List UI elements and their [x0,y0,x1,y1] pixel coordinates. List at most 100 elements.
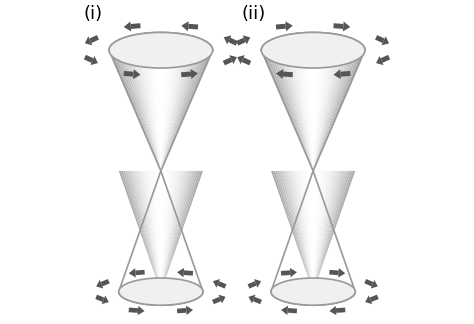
Polygon shape [276,24,286,29]
PathPatch shape [313,171,338,292]
PathPatch shape [298,50,313,171]
PathPatch shape [307,171,313,292]
PathPatch shape [161,171,203,292]
PathPatch shape [146,171,161,292]
Polygon shape [242,57,251,65]
PathPatch shape [277,50,313,171]
PathPatch shape [161,50,208,171]
PathPatch shape [155,171,161,292]
Polygon shape [343,21,350,31]
Polygon shape [253,297,262,304]
Ellipse shape [271,278,355,305]
PathPatch shape [134,171,161,292]
Polygon shape [382,36,389,45]
PathPatch shape [313,50,324,171]
Polygon shape [124,21,131,31]
Text: (i): (i) [83,5,102,23]
PathPatch shape [272,50,313,171]
PathPatch shape [313,50,331,171]
Polygon shape [135,270,145,275]
PathPatch shape [127,50,161,171]
PathPatch shape [148,171,161,292]
PathPatch shape [313,50,349,171]
PathPatch shape [266,50,313,171]
Ellipse shape [109,32,213,68]
PathPatch shape [131,171,161,292]
Polygon shape [333,23,344,29]
Polygon shape [376,56,383,65]
PathPatch shape [161,171,165,292]
Polygon shape [91,56,98,65]
PathPatch shape [161,171,197,292]
Polygon shape [334,69,341,79]
Polygon shape [213,279,220,288]
PathPatch shape [264,50,313,171]
PathPatch shape [161,50,187,171]
PathPatch shape [161,171,191,292]
Polygon shape [128,307,138,313]
PathPatch shape [313,50,321,171]
Text: (ii): (ii) [242,5,266,23]
PathPatch shape [161,50,213,171]
PathPatch shape [313,171,330,292]
PathPatch shape [155,50,161,171]
PathPatch shape [313,50,344,171]
Polygon shape [224,35,231,44]
PathPatch shape [161,50,184,171]
PathPatch shape [123,171,161,292]
PathPatch shape [161,50,182,171]
Polygon shape [186,306,193,315]
Polygon shape [336,307,346,313]
Polygon shape [177,308,186,313]
PathPatch shape [140,171,161,292]
PathPatch shape [161,171,184,292]
Polygon shape [229,55,237,64]
Polygon shape [228,38,238,46]
Polygon shape [236,38,246,46]
PathPatch shape [161,50,200,171]
PathPatch shape [144,171,161,292]
PathPatch shape [148,50,161,171]
PathPatch shape [161,171,199,292]
PathPatch shape [156,171,161,292]
PathPatch shape [119,171,161,292]
PathPatch shape [130,50,161,171]
Ellipse shape [261,32,365,68]
PathPatch shape [313,171,343,292]
PathPatch shape [310,50,313,171]
Polygon shape [181,21,189,31]
PathPatch shape [313,171,355,292]
PathPatch shape [292,50,313,171]
PathPatch shape [311,171,313,292]
PathPatch shape [313,171,334,292]
PathPatch shape [313,50,352,171]
PathPatch shape [122,50,161,171]
PathPatch shape [137,50,161,171]
Polygon shape [281,270,291,276]
PathPatch shape [313,171,353,292]
PathPatch shape [313,50,347,171]
Polygon shape [338,268,345,277]
PathPatch shape [161,171,178,292]
Polygon shape [129,268,136,277]
PathPatch shape [161,171,201,292]
PathPatch shape [313,171,326,292]
PathPatch shape [286,171,313,292]
PathPatch shape [313,171,315,292]
PathPatch shape [158,50,161,171]
PathPatch shape [280,50,313,171]
Polygon shape [223,57,232,65]
PathPatch shape [277,171,313,292]
PathPatch shape [313,171,332,292]
Polygon shape [95,295,104,302]
PathPatch shape [161,50,194,171]
PathPatch shape [313,50,363,171]
PathPatch shape [119,50,161,171]
PathPatch shape [313,171,319,292]
PathPatch shape [161,171,167,292]
PathPatch shape [313,171,349,292]
PathPatch shape [313,171,337,292]
PathPatch shape [313,171,328,292]
Polygon shape [137,306,145,315]
PathPatch shape [290,50,313,171]
